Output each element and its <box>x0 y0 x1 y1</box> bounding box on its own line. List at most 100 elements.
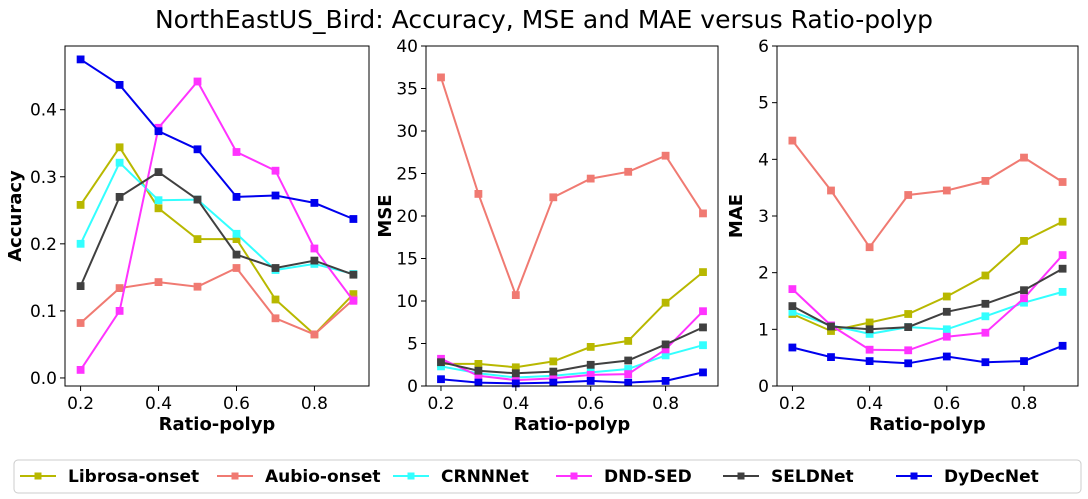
series-line-dnd-sed <box>79 79 355 371</box>
y-tick-label: 40 <box>396 37 418 57</box>
y-tick-label: 0 <box>407 377 418 397</box>
point-dydecnet <box>699 368 707 377</box>
y-tick-label: 35 <box>396 80 418 100</box>
point-aubio-onset <box>232 264 241 272</box>
legend-label: CRNNNet <box>441 467 529 487</box>
point-seldnet <box>437 358 445 367</box>
point-aubio-onset <box>699 209 707 218</box>
point-dnd-sed <box>193 77 202 86</box>
point-seldnet <box>511 369 520 378</box>
point-aubio-onset <box>981 176 990 185</box>
legend-item-dydecnet: DyDecNet <box>896 467 1039 487</box>
point-librosa-onset <box>76 200 85 209</box>
x-tick-label: 0.4 <box>856 394 883 414</box>
point-seldnet <box>115 192 124 201</box>
y-tick-label: 0.0 <box>30 369 57 389</box>
point-dydecnet <box>310 198 319 207</box>
y-tick-label: 0 <box>758 377 769 397</box>
point-aubio-onset <box>788 136 797 145</box>
point-aubio-onset <box>511 291 520 300</box>
point-aubio-onset <box>271 314 280 323</box>
y-tick-label: 2 <box>758 264 769 284</box>
y-tick-label: 20 <box>396 207 418 227</box>
y-tick-label: 5 <box>758 94 769 114</box>
point-dydecnet <box>827 353 835 362</box>
point-librosa-onset <box>1020 236 1028 245</box>
legend-item-seldnet: SELDNet <box>723 467 854 487</box>
point-dnd-sed <box>1058 251 1067 260</box>
legend-frame <box>13 459 1082 494</box>
point-aubio-onset <box>76 319 85 327</box>
point-seldnet <box>624 356 633 365</box>
point-dnd-sed <box>699 307 707 316</box>
point-dydecnet <box>661 376 670 385</box>
y-tick-label: 30 <box>396 122 418 142</box>
x-tick-label: 0.4 <box>145 394 172 414</box>
point-dydecnet <box>193 145 202 154</box>
point-aubio-onset <box>193 282 202 291</box>
point-dnd-sed <box>865 345 874 354</box>
point-librosa-onset <box>942 292 951 301</box>
point-seldnet <box>788 302 797 311</box>
y-axis-label: MSE <box>375 194 396 237</box>
point-dydecnet <box>624 378 633 387</box>
point-dydecnet <box>115 81 124 89</box>
series-line-seldnet <box>440 326 704 375</box>
y-tick-label: 0.1 <box>30 302 57 322</box>
point-dydecnet <box>981 358 990 367</box>
y-tick-label: 0.4 <box>30 101 57 121</box>
legend-label: SELDNet <box>771 467 854 487</box>
y-tick-label: 5 <box>407 335 418 355</box>
point-dnd-sed <box>942 332 951 341</box>
point-dydecnet <box>437 375 445 384</box>
point-aubio-onset <box>1058 178 1067 186</box>
point-dydecnet <box>1020 357 1028 366</box>
point-librosa-onset <box>624 336 633 345</box>
point-aubio-onset <box>827 186 835 195</box>
point-librosa-onset <box>699 268 707 277</box>
legend-label: Librosa-onset <box>68 467 199 487</box>
point-dydecnet <box>942 352 951 361</box>
point-librosa-onset <box>193 235 202 244</box>
legend-item-crnnnet: CRNNNet <box>393 467 529 487</box>
x-tick-label: 0.8 <box>301 394 328 414</box>
series-line-dydecnet <box>792 344 1063 365</box>
point-aubio-onset <box>942 186 951 195</box>
point-crnnnet <box>981 312 990 321</box>
series-line-seldnet <box>79 170 354 287</box>
x-axis-label: Ratio-polyp <box>869 414 986 435</box>
y-axis-label: Accuracy <box>5 170 26 262</box>
legend-marker <box>910 472 918 480</box>
legend-marker <box>407 472 415 480</box>
point-dydecnet <box>1058 341 1067 350</box>
series-line-librosa-onset <box>441 271 704 369</box>
legend-label: DyDecNet <box>944 467 1039 487</box>
point-seldnet <box>76 282 85 291</box>
point-dnd-sed <box>624 370 633 379</box>
point-dnd-sed <box>904 346 913 355</box>
point-seldnet <box>1020 286 1028 295</box>
point-dnd-sed <box>788 285 797 294</box>
series-line-dnd-sed <box>791 254 1064 352</box>
chart-accuracy: 0.2 0.4 0.6 0.80.00.10.20.30.4Ratio-polypAc… <box>5 45 370 435</box>
point-librosa-onset <box>154 204 163 213</box>
figure-title: NorthEastUS_Bird: Accuracy, MSE and MAE … <box>155 5 933 34</box>
point-librosa-onset <box>474 359 483 368</box>
point-aubio-onset <box>624 167 633 176</box>
legend-marker <box>231 472 239 480</box>
point-dydecnet <box>154 127 163 136</box>
point-crnnnet <box>76 239 85 248</box>
series-line-aubio-onset <box>791 139 1064 249</box>
point-dnd-sed <box>1020 294 1028 303</box>
point-librosa-onset <box>549 357 558 366</box>
point-aubio-onset <box>310 330 319 339</box>
point-seldnet <box>310 256 319 265</box>
point-dnd-sed <box>271 166 280 175</box>
point-seldnet <box>981 299 990 308</box>
y-tick-label: 1 <box>758 320 769 340</box>
point-dydecnet <box>586 376 595 385</box>
point-dnd-sed <box>115 306 124 315</box>
point-aubio-onset <box>865 243 874 252</box>
point-dydecnet <box>474 378 483 387</box>
